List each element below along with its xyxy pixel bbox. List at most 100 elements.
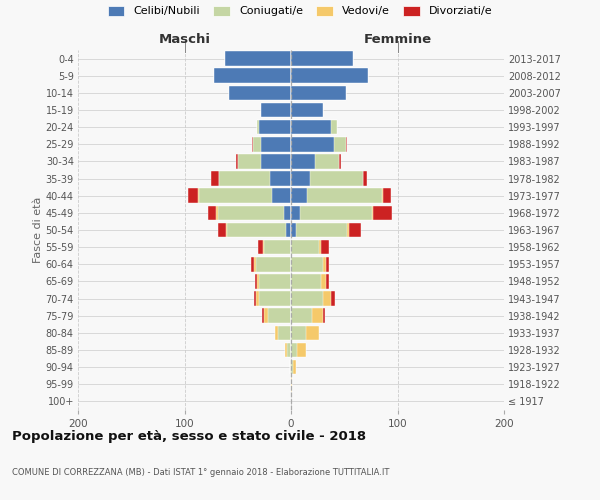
Bar [227, 222, 291, 238]
Bar [291, 274, 326, 288]
Bar [291, 137, 347, 152]
Bar [291, 240, 321, 254]
Bar [251, 257, 291, 272]
Bar [291, 360, 296, 374]
Text: Maschi: Maschi [158, 32, 211, 46]
Bar [291, 154, 341, 168]
Bar [214, 68, 291, 83]
Bar [291, 326, 319, 340]
Bar [284, 342, 291, 357]
Bar [199, 188, 291, 203]
Bar [291, 326, 319, 340]
Bar [291, 292, 335, 306]
Bar [291, 137, 346, 152]
Bar [291, 137, 346, 152]
Bar [291, 172, 367, 186]
Bar [188, 188, 291, 203]
Bar [291, 120, 337, 134]
Bar [291, 206, 373, 220]
Bar [225, 52, 291, 66]
Bar [268, 308, 291, 323]
Bar [291, 120, 331, 134]
Text: Popolazione per età, sesso e stato civile - 2018: Popolazione per età, sesso e stato civil… [12, 430, 366, 443]
Bar [291, 86, 346, 100]
Bar [291, 188, 307, 203]
Bar [291, 342, 298, 357]
Bar [291, 308, 313, 323]
Bar [254, 257, 291, 272]
Bar [291, 120, 337, 134]
Legend: Celibi/Nubili, Coniugati/e, Vedovi/e, Divorziati/e: Celibi/Nubili, Coniugati/e, Vedovi/e, Di… [108, 6, 492, 16]
Bar [291, 377, 292, 392]
Bar [291, 172, 310, 186]
Bar [291, 308, 323, 323]
Bar [278, 326, 291, 340]
Bar [259, 292, 291, 306]
Y-axis label: Fasce di età: Fasce di età [32, 197, 43, 263]
Bar [291, 188, 383, 203]
Bar [291, 342, 306, 357]
Bar [225, 52, 291, 66]
Bar [291, 240, 319, 254]
Text: Femmine: Femmine [364, 32, 431, 46]
Bar [253, 137, 291, 152]
Bar [218, 172, 291, 186]
Bar [291, 102, 323, 118]
Bar [291, 360, 293, 374]
Bar [286, 222, 291, 238]
Bar [229, 86, 291, 100]
Bar [291, 172, 364, 186]
Bar [256, 292, 291, 306]
Bar [261, 102, 291, 118]
Bar [262, 308, 291, 323]
Bar [254, 292, 291, 306]
Bar [211, 172, 291, 186]
Bar [290, 360, 291, 374]
Bar [255, 274, 291, 288]
Bar [291, 86, 346, 100]
Bar [272, 188, 291, 203]
Bar [291, 188, 382, 203]
Bar [229, 86, 291, 100]
Bar [259, 120, 291, 134]
Bar [291, 102, 323, 118]
Bar [290, 360, 291, 374]
Bar [238, 154, 291, 168]
Bar [275, 326, 291, 340]
Bar [218, 172, 291, 186]
Bar [218, 206, 291, 220]
Bar [291, 222, 347, 238]
Bar [291, 257, 323, 272]
Bar [229, 86, 291, 100]
Bar [251, 137, 291, 152]
Bar [275, 326, 291, 340]
Text: COMUNE DI CORREZZANA (MB) - Dati ISTAT 1° gennaio 2018 - Elaborazione TUTTITALIA: COMUNE DI CORREZZANA (MB) - Dati ISTAT 1… [12, 468, 389, 477]
Bar [208, 206, 291, 220]
Bar [291, 52, 353, 66]
Bar [258, 240, 291, 254]
Bar [261, 102, 291, 118]
Bar [291, 377, 292, 392]
Bar [291, 68, 368, 83]
Bar [291, 120, 337, 134]
Bar [257, 120, 291, 134]
Bar [261, 154, 291, 168]
Bar [257, 274, 291, 288]
Bar [218, 222, 291, 238]
Bar [265, 240, 291, 254]
Bar [256, 257, 291, 272]
Bar [214, 68, 291, 83]
Bar [291, 102, 323, 118]
Bar [214, 68, 291, 83]
Bar [291, 274, 321, 288]
Bar [291, 342, 306, 357]
Bar [226, 222, 291, 238]
Bar [291, 206, 299, 220]
Bar [291, 308, 325, 323]
Bar [225, 52, 291, 66]
Bar [291, 222, 361, 238]
Bar [291, 68, 368, 83]
Bar [291, 68, 368, 83]
Bar [257, 120, 291, 134]
Bar [217, 206, 291, 220]
